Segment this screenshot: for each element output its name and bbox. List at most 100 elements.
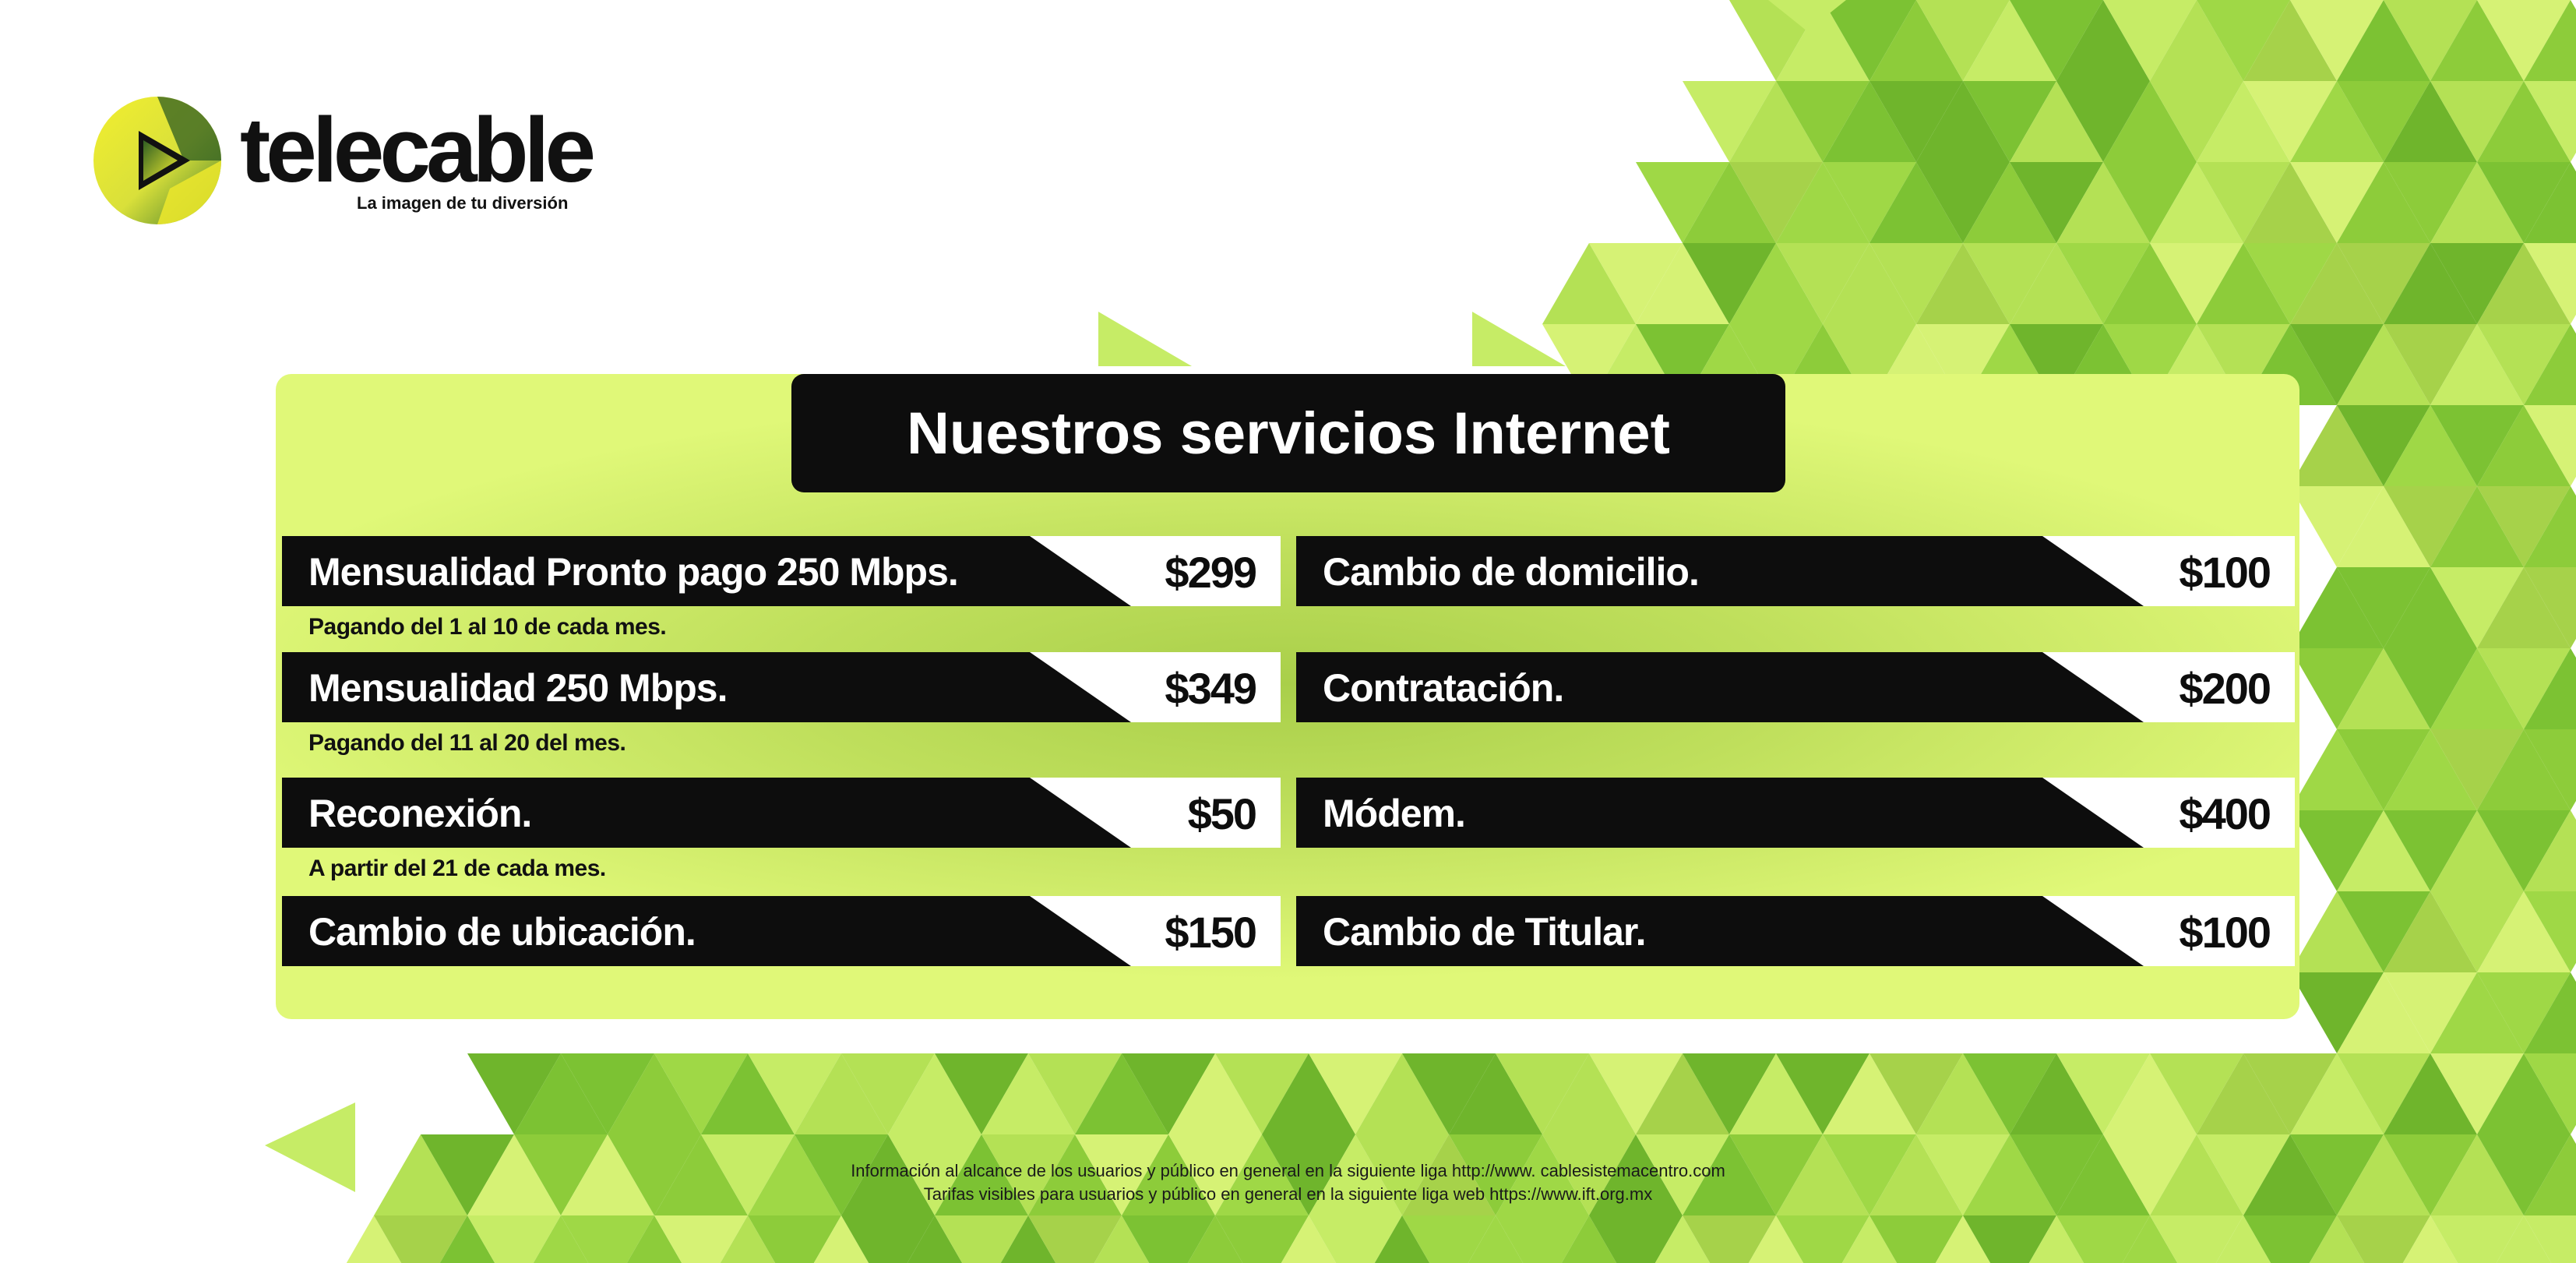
- pattern-triangle: [2524, 1053, 2576, 1134]
- pattern-triangle: [2290, 972, 2384, 1053]
- pattern-triangle: [1869, 81, 1963, 162]
- pattern-triangle: [1776, 1215, 1869, 1263]
- pattern-triangle: [2384, 1134, 2477, 1215]
- pattern-triangle: [2477, 729, 2571, 810]
- pattern-triangle: [2337, 1215, 2430, 1263]
- pattern-triangle: [1168, 1134, 1262, 1215]
- pattern-triangle: [654, 1134, 748, 1215]
- pattern-triangle: [1729, 243, 1823, 324]
- pattern-triangle: [1075, 1053, 1168, 1134]
- pattern-triangle: [1869, 243, 1963, 324]
- pattern-triangle: [720, 1215, 776, 1263]
- pattern-triangle: [2290, 405, 2384, 486]
- pattern-triangle: [1869, 1134, 1963, 1215]
- service-price: $299: [1165, 548, 1257, 597]
- pattern-triangle: [561, 1134, 654, 1215]
- pattern-triangle: [2103, 1134, 2197, 1215]
- pattern-triangle: [2337, 648, 2430, 729]
- pattern-triangle: [1963, 0, 2056, 81]
- pattern-triangle: [1869, 162, 1963, 243]
- pattern-triangle: [2290, 243, 2384, 324]
- pattern-triangle: [1309, 1053, 1402, 1134]
- service-price: $349: [1165, 664, 1257, 713]
- pattern-triangle: [1496, 1053, 1589, 1134]
- pattern-triangle: [1215, 1134, 1309, 1215]
- pattern-triangle: [2010, 1053, 2103, 1134]
- pattern-triangle: [1122, 1215, 1215, 1263]
- pattern-triangle: [533, 1215, 589, 1263]
- pattern-triangle: [2524, 486, 2576, 567]
- price-tab-shape: [1030, 652, 1281, 722]
- pattern-triangle: [2337, 324, 2430, 405]
- pattern-triangle: [2197, 1134, 2290, 1215]
- pattern-triangle: [2010, 243, 2103, 324]
- pattern-triangle: [2010, 1134, 2103, 1215]
- pattern-triangle: [2430, 1215, 2524, 1263]
- pattern-triangle: [1963, 243, 2056, 324]
- pattern-triangle: [1496, 1215, 1589, 1263]
- pattern-triangle: [2337, 1053, 2430, 1134]
- pattern-triangle: [1355, 1134, 1449, 1215]
- pattern-triangle: [1636, 243, 1729, 324]
- pattern-triangle: [2290, 162, 2384, 243]
- pattern-triangle: [2524, 648, 2576, 729]
- pattern-triangle: [2384, 972, 2477, 1053]
- pattern-triangle: [654, 1215, 748, 1263]
- pattern-triangle: [2384, 324, 2477, 405]
- pattern-triangle: [2384, 567, 2477, 648]
- pattern-triangle: [2384, 648, 2477, 729]
- pattern-triangle: [2524, 1134, 2576, 1215]
- right-service-row: Cambio de Titular. $100: [1296, 896, 2295, 966]
- pattern-triangle: [2010, 0, 2103, 81]
- pattern-triangle: [1823, 1053, 1916, 1134]
- pattern-triangle: [1402, 1215, 1496, 1263]
- pattern-triangle: [1589, 243, 1683, 324]
- pattern-triangle: [514, 1134, 608, 1215]
- pattern-triangle: [626, 1215, 682, 1263]
- pattern-triangle: [1589, 1134, 1683, 1215]
- pattern-triangle: [2290, 0, 2384, 81]
- pattern-triangle: [2384, 891, 2477, 972]
- pattern-triangle: [1309, 1134, 1402, 1215]
- pattern-triangle: [1309, 1215, 1402, 1263]
- accent-triangle: [265, 1102, 355, 1192]
- pattern-triangle: [1028, 1053, 1122, 1134]
- pattern-triangle: [2477, 0, 2571, 81]
- service-note: Pagando del 1 al 10 de cada mes.: [308, 614, 667, 640]
- pattern-triangle: [1776, 0, 1869, 81]
- pattern-triangle: [2337, 810, 2430, 891]
- pattern-triangle: [2430, 567, 2524, 648]
- pattern-triangle: [2477, 486, 2571, 567]
- pattern-triangle: [1683, 1134, 1776, 1215]
- pattern-triangle: [2150, 1053, 2243, 1134]
- pattern-triangle: [2524, 729, 2576, 810]
- pattern-triangle: [2524, 891, 2576, 972]
- pattern-triangle: [1636, 1134, 1729, 1215]
- pattern-triangle: [2197, 0, 2290, 81]
- pattern-triangle: [1683, 1215, 1776, 1263]
- service-label: Cambio de ubicación.: [308, 910, 696, 954]
- service-label: Reconexión.: [308, 792, 532, 835]
- pattern-triangle: [608, 1053, 701, 1134]
- pattern-triangle: [2150, 81, 2243, 162]
- accent-triangle: [1098, 312, 1192, 366]
- pattern-triangle: [1262, 1134, 1355, 1215]
- pattern-triangle: [1729, 1053, 1823, 1134]
- pattern-triangle: [1496, 1134, 1589, 1215]
- pattern-triangle: [2010, 324, 2103, 405]
- pattern-triangle: [2524, 81, 2576, 162]
- pattern-triangle: [2496, 1215, 2552, 1263]
- pattern-triangle: [2056, 1215, 2150, 1263]
- pattern-triangle: [1542, 243, 1636, 324]
- pattern-triangle: [2337, 567, 2430, 648]
- pattern-triangle: [1561, 1215, 1617, 1263]
- pattern-triangle: [2290, 486, 2384, 567]
- pattern-triangle: [1869, 1215, 1963, 1263]
- pattern-triangle: [2430, 648, 2524, 729]
- service-label: Módem.: [1323, 792, 1466, 835]
- pattern-triangle: [2477, 567, 2571, 648]
- pattern-triangle: [1729, 162, 1823, 243]
- pattern-triangle: [1654, 1215, 1711, 1263]
- pattern-triangle: [2337, 81, 2430, 162]
- price-tab-shape: [2042, 536, 2295, 606]
